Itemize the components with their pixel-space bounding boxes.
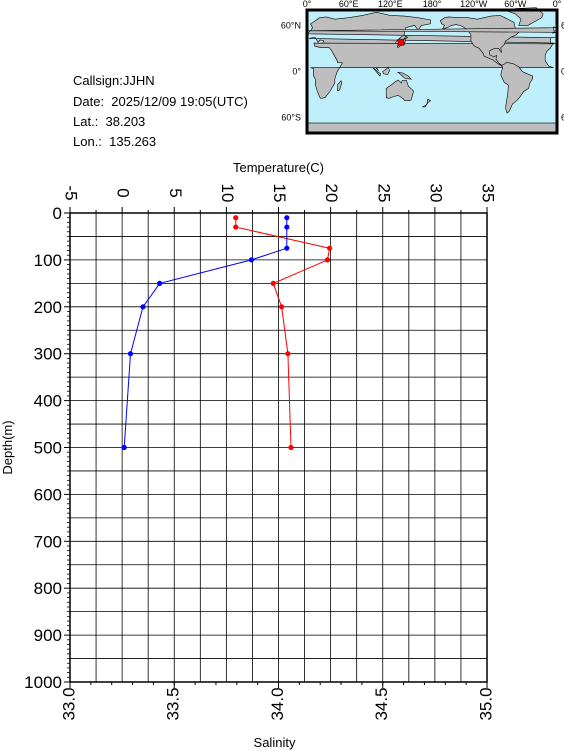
location-map: 0° 60°E 120°E 180° 120°W 60°W 0° 60°N 60°N 0° 0° 60… [281,0,564,135]
temperature-tick-label: 20 [322,184,341,203]
salinity-tick-label: 34.0 [268,687,287,720]
new-zealand-north-landmass [426,98,432,104]
map-lat-label: 0° [292,67,301,77]
map-lat-label-right: 60°N [561,20,564,30]
depth-tick-label: 700 [34,532,62,551]
madagascar-landmass [337,80,343,92]
temperature-data-point [270,280,276,286]
longitude-text: Lon.: 135.263 [73,134,157,149]
temperature-tick-label: -5 [62,185,81,200]
map-lat-label: 60°N [281,20,301,30]
depth-tick-label: 0 [53,204,62,223]
salinity-axis-label: Salinity [254,735,296,750]
salinity-tick-label: 35.0 [476,687,495,720]
temperature-data-point [279,304,285,310]
britain-landmass [307,26,556,34]
date-text: Date: 2025/12/09 19:05(UTC) [73,94,248,109]
salinity-data-point [127,351,134,357]
salinity-tick-label: 33.5 [164,687,183,720]
temperature-tick-label: 5 [166,188,185,197]
new-guinea-landmass [396,71,412,80]
salinity-data-point [284,224,290,230]
depth-tick-label: 400 [34,392,62,411]
map-lat-label: 60°S [281,113,301,123]
temperature-tick-label: 0 [114,188,133,197]
depth-axis-label: Depth(m) [0,420,15,474]
depth-tick-label: 600 [34,485,62,504]
temperature-profile-line [235,217,331,448]
temperature-tick-label: 25 [374,184,393,203]
temperature-tick-label: 10 [218,184,237,203]
salinity-data-point [284,215,290,221]
temperature-tick-label: 35 [479,184,498,203]
temperature-data-point [233,224,239,230]
map-lon-label: 120°W [460,0,488,9]
map-lat-label-right: 0° [561,67,564,77]
salinity-data-point [140,304,146,310]
salinity-data-point [157,280,163,286]
temperature-axis-label: Temperature(C) [233,160,324,175]
map-lon-label: 0° [303,0,312,9]
depth-tick-label: 300 [34,345,62,364]
depth-tick-label: 800 [34,579,62,598]
temperature-tick-label: 30 [426,184,445,203]
temperature-data-point [285,351,291,357]
latitude-text: Lat.: 38.203 [73,114,146,129]
temperature-data-point [288,444,294,451]
depth-tick-label: 100 [34,251,62,270]
salinity-tick-label: 33.0 [59,687,78,720]
depth-tick-label: 900 [34,626,62,645]
temperature-tick-label: 15 [270,184,289,203]
salinity-data-point [121,444,127,451]
salinity-profile-line [123,217,288,448]
salinity-data-point [284,245,290,251]
temperature-data-point [326,245,333,251]
map-lon-label: 60°W [504,0,527,9]
station-marker [397,38,405,46]
depth-tick-label: 200 [34,298,62,317]
salinity-data-point [248,257,254,263]
south-america-landmass [500,61,534,114]
greenland-landmass [507,7,544,26]
depth-tick-label: 1000 [24,673,62,692]
callsign-text: Callsign:JJHN [73,73,155,88]
map-lon-label: 180° [423,0,442,9]
sumatra-landmass [372,67,381,77]
borneo-landmass [382,66,390,75]
salinity-tick-label: 34.5 [372,687,391,720]
map-lon-label: 0° [553,0,562,9]
temperature-data-point [233,215,239,221]
australia-landmass [385,79,414,101]
map-lon-label: 60°E [339,0,359,9]
temperature-data-point [324,257,331,263]
new-zealand-south-landmass [422,102,429,108]
map-lon-label: 120°E [378,0,403,9]
map-lat-label-right: 60°S [561,113,564,123]
depth-tick-label: 500 [34,439,62,458]
